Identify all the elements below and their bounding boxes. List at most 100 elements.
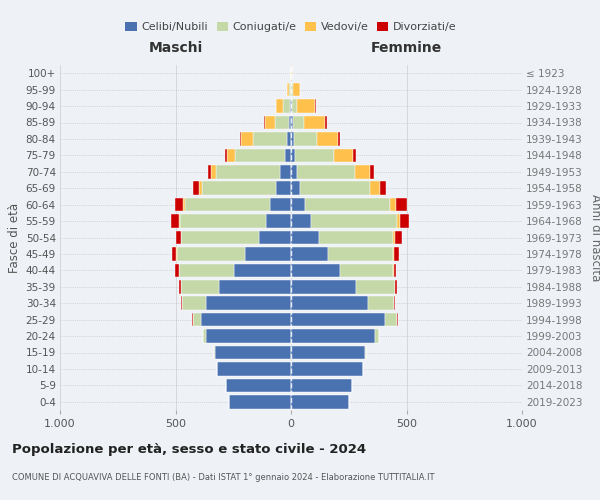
Bar: [380, 182, 386, 195]
Bar: [291, 395, 349, 408]
Bar: [292, 83, 293, 96]
Bar: [284, 148, 291, 162]
Bar: [206, 296, 291, 310]
Bar: [235, 264, 291, 277]
Bar: [270, 198, 291, 211]
Bar: [291, 132, 294, 145]
Bar: [394, 247, 399, 260]
Bar: [193, 313, 201, 326]
Bar: [395, 280, 397, 293]
Bar: [291, 330, 376, 343]
Bar: [370, 182, 380, 195]
Text: Popolazione per età, sesso e stato civile - 2024: Popolazione per età, sesso e stato civil…: [12, 442, 366, 456]
Bar: [300, 182, 370, 195]
Bar: [201, 313, 291, 326]
Bar: [291, 378, 352, 392]
Bar: [393, 231, 395, 244]
Bar: [391, 198, 396, 211]
Bar: [229, 395, 291, 408]
Bar: [325, 116, 327, 129]
Bar: [245, 247, 291, 260]
Bar: [368, 296, 394, 310]
Bar: [394, 264, 397, 277]
Bar: [291, 116, 293, 129]
Bar: [334, 148, 353, 162]
Bar: [176, 247, 245, 260]
Bar: [340, 264, 393, 277]
Bar: [395, 231, 402, 244]
Bar: [183, 198, 185, 211]
Bar: [365, 346, 366, 359]
Bar: [275, 116, 289, 129]
Bar: [370, 165, 374, 178]
Bar: [259, 231, 291, 244]
Bar: [397, 313, 398, 326]
Bar: [185, 198, 270, 211]
Bar: [338, 132, 340, 145]
Bar: [319, 231, 393, 244]
Bar: [220, 280, 291, 293]
Bar: [175, 198, 183, 211]
Bar: [217, 165, 280, 178]
Bar: [179, 214, 180, 228]
Y-axis label: Fasce di età: Fasce di età: [8, 202, 22, 272]
Bar: [277, 100, 283, 113]
Bar: [182, 296, 206, 310]
Bar: [225, 148, 227, 162]
Bar: [291, 165, 298, 178]
Bar: [172, 247, 176, 260]
Bar: [400, 214, 409, 228]
Bar: [203, 330, 206, 343]
Bar: [235, 148, 284, 162]
Bar: [295, 148, 334, 162]
Bar: [192, 313, 193, 326]
Bar: [293, 116, 304, 129]
Bar: [297, 100, 315, 113]
Bar: [291, 296, 368, 310]
Bar: [181, 231, 259, 244]
Bar: [291, 346, 365, 359]
Bar: [304, 116, 325, 129]
Bar: [376, 330, 379, 343]
Bar: [291, 280, 356, 293]
Bar: [353, 148, 356, 162]
Bar: [206, 330, 291, 343]
Bar: [287, 132, 291, 145]
Text: Maschi: Maschi: [148, 41, 203, 55]
Bar: [291, 148, 295, 162]
Bar: [291, 313, 385, 326]
Text: COMUNE DI ACQUAVIVA DELLE FONTI (BA) - Dati ISTAT 1° gennaio 2024 - Elaborazione: COMUNE DI ACQUAVIVA DELLE FONTI (BA) - D…: [12, 472, 434, 482]
Bar: [171, 214, 179, 228]
Bar: [208, 165, 211, 178]
Bar: [199, 182, 202, 195]
Bar: [289, 116, 291, 129]
Bar: [227, 148, 235, 162]
Bar: [202, 182, 276, 195]
Bar: [276, 182, 291, 195]
Bar: [266, 214, 291, 228]
Bar: [397, 214, 400, 228]
Bar: [240, 132, 241, 145]
Bar: [355, 165, 370, 178]
Bar: [292, 100, 297, 113]
Bar: [291, 214, 311, 228]
Text: Femmine: Femmine: [371, 41, 442, 55]
Bar: [217, 362, 291, 376]
Bar: [176, 231, 181, 244]
Bar: [289, 83, 290, 96]
Bar: [265, 116, 275, 129]
Bar: [356, 280, 395, 293]
Bar: [396, 198, 407, 211]
Bar: [241, 132, 253, 145]
Y-axis label: Anni di nascita: Anni di nascita: [589, 194, 600, 281]
Bar: [385, 313, 397, 326]
Bar: [298, 165, 355, 178]
Bar: [211, 165, 217, 178]
Bar: [291, 231, 319, 244]
Bar: [328, 247, 393, 260]
Bar: [253, 132, 287, 145]
Bar: [193, 182, 199, 195]
Bar: [287, 83, 289, 96]
Bar: [291, 100, 292, 113]
Bar: [280, 165, 291, 178]
